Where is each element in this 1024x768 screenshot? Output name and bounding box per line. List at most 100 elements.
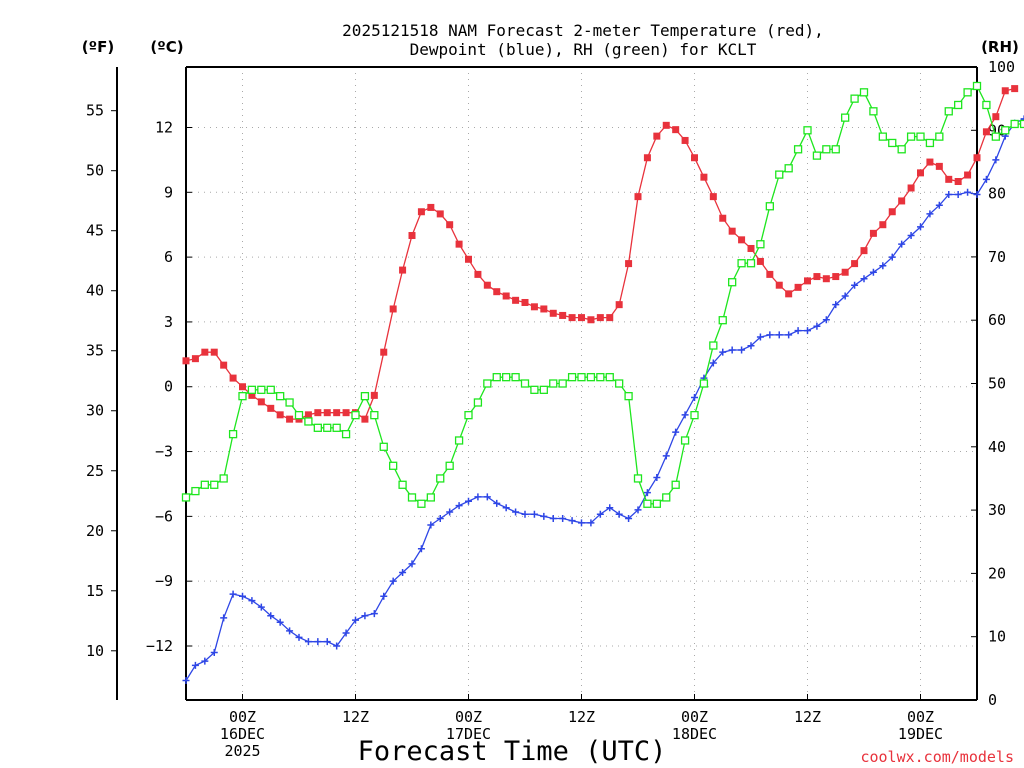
- data-point: [634, 506, 642, 514]
- data-point: [775, 281, 783, 289]
- fahrenheit-tick-label: 15: [86, 582, 104, 600]
- data-point: [351, 410, 360, 420]
- data-point: [879, 221, 887, 229]
- data-point: [446, 508, 454, 516]
- data-point: [775, 331, 783, 339]
- data-point: [906, 132, 916, 141]
- data-point: [907, 232, 915, 240]
- data-point: [210, 480, 219, 489]
- data-point: [1001, 126, 1010, 135]
- data-point: [341, 429, 351, 439]
- series-rh: [181, 81, 1024, 508]
- rh-tick-label: 40: [988, 438, 1006, 456]
- series-line: [185, 87, 1015, 421]
- data-point: [285, 398, 294, 407]
- data-point: [784, 164, 793, 173]
- celsius-tick-label: 0: [164, 378, 173, 396]
- data-point: [954, 100, 963, 110]
- data-point: [502, 373, 511, 382]
- data-point: [832, 301, 840, 309]
- data-point: [926, 210, 934, 218]
- data-point: [822, 145, 831, 154]
- data-point: [200, 480, 209, 489]
- fahrenheit-tick-label: 55: [86, 102, 104, 120]
- data-point: [596, 510, 604, 518]
- celsius-tick-label: 9: [164, 183, 173, 201]
- fahrenheit-tick-label: 35: [86, 342, 104, 360]
- data-point: [427, 521, 435, 529]
- data-point: [342, 629, 350, 637]
- data-point: [813, 322, 821, 330]
- data-point: [257, 603, 265, 611]
- data-point: [690, 410, 699, 420]
- data-point: [210, 648, 218, 656]
- data-point: [972, 81, 982, 91]
- data-point: [332, 423, 341, 432]
- data-point: [747, 342, 755, 350]
- data-point: [719, 214, 727, 222]
- celsius-tick-label: −9: [155, 572, 173, 590]
- rh-tick-label: 70: [988, 248, 1006, 266]
- fahrenheit-tick-label: 30: [86, 402, 104, 420]
- data-point: [219, 474, 228, 483]
- data-point: [822, 316, 830, 324]
- data-point: [483, 379, 492, 388]
- data-point: [567, 373, 577, 382]
- data-point: [182, 677, 190, 685]
- data-point: [511, 373, 520, 382]
- data-point: [982, 128, 990, 136]
- x-tick-label: 00Z: [907, 708, 934, 726]
- data-point: [587, 316, 595, 324]
- celsius-tick-label: −12: [146, 637, 173, 655]
- data-point: [992, 113, 1000, 121]
- data-point: [973, 190, 981, 198]
- data-point: [389, 461, 398, 470]
- data-point: [860, 275, 868, 283]
- data-point: [540, 305, 548, 313]
- data-point: [652, 499, 661, 508]
- data-point: [699, 379, 709, 388]
- data-point: [417, 499, 426, 508]
- data-point: [794, 327, 802, 335]
- data-point: [625, 260, 633, 268]
- data-point: [379, 442, 388, 451]
- data-point: [841, 113, 850, 122]
- data-point: [257, 385, 266, 394]
- data-point: [399, 266, 407, 274]
- data-point: [775, 170, 784, 179]
- data-point: [963, 88, 972, 97]
- data-point: [766, 270, 774, 278]
- data-point: [220, 361, 228, 369]
- data-point: [991, 132, 1000, 141]
- data-point: [210, 348, 218, 356]
- data-point: [888, 138, 897, 148]
- data-point: [964, 188, 972, 196]
- data-point: [483, 281, 491, 289]
- data-point: [399, 569, 407, 577]
- data-point: [540, 512, 548, 520]
- fahrenheit-tick-label: 45: [86, 222, 104, 240]
- data-point: [841, 268, 849, 276]
- data-point: [229, 590, 237, 598]
- data-point: [709, 341, 718, 350]
- data-point: [191, 355, 199, 363]
- data-point: [719, 348, 727, 356]
- data-point: [625, 515, 633, 523]
- data-point: [935, 162, 943, 170]
- data-point: [643, 154, 651, 162]
- data-point: [323, 423, 332, 432]
- data-point: [408, 232, 416, 240]
- data-point: [851, 260, 859, 268]
- data-point: [869, 229, 877, 237]
- data-point: [615, 379, 624, 388]
- data-point: [662, 452, 670, 460]
- data-point: [342, 409, 350, 417]
- x-tick-label: 19DEC: [898, 725, 943, 743]
- data-point: [239, 383, 246, 391]
- x-tick-label: 00Z: [229, 708, 256, 726]
- data-point: [493, 288, 501, 296]
- data-point: [229, 374, 237, 382]
- data-point: [473, 398, 483, 407]
- data-point: [247, 385, 257, 394]
